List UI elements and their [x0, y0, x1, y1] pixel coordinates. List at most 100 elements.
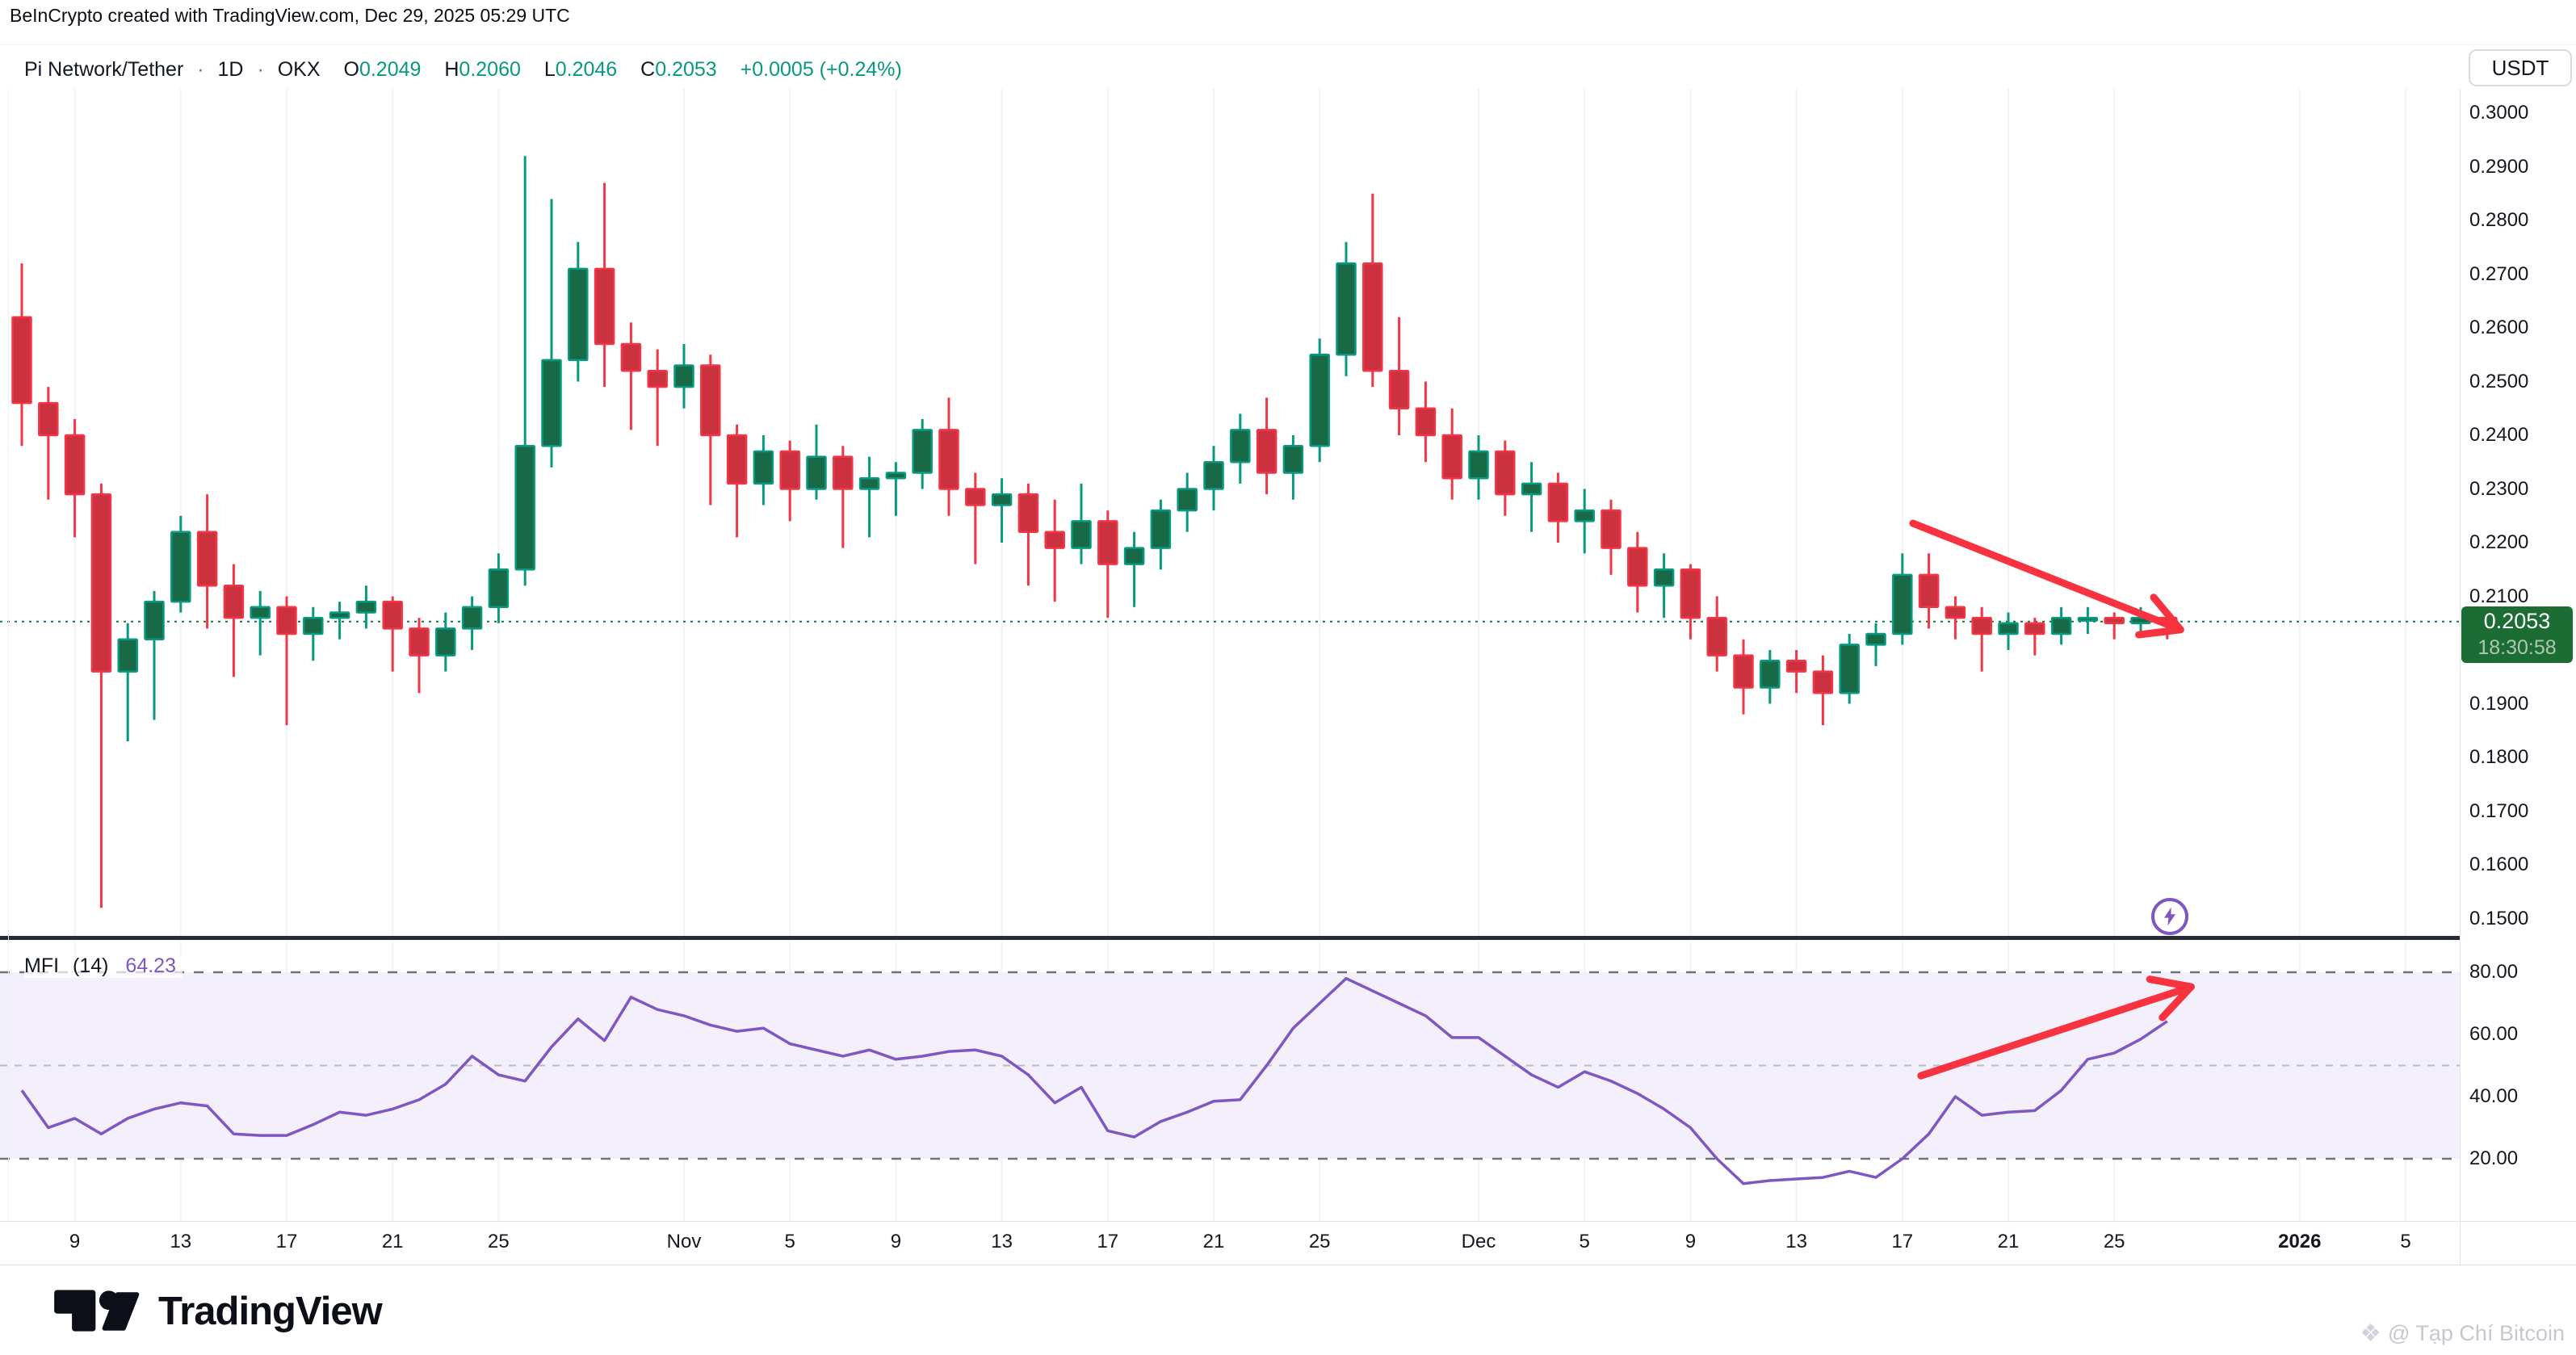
candle-body: [647, 369, 668, 388]
candle-body: [541, 359, 562, 447]
time-axis-label: 13: [170, 1231, 192, 1252]
close-value: 0.2053: [655, 58, 717, 81]
candle-body: [1547, 482, 1569, 522]
candle-body: [568, 267, 589, 362]
candle-body: [382, 600, 403, 630]
low-value: 0.2046: [555, 58, 618, 81]
price-axis-label: 0.1900: [2469, 692, 2529, 715]
mfi-line: [20, 976, 2168, 1185]
candle-body: [11, 316, 32, 405]
mfi-name[interactable]: MFI: [24, 954, 60, 977]
candle-body: [223, 584, 245, 619]
candle-body: [409, 627, 430, 657]
interval-label[interactable]: 1D: [217, 58, 244, 81]
time-axis-label: 9: [890, 1231, 902, 1252]
price-axis-label: 0.2500: [2469, 370, 2529, 392]
candle-body: [2050, 616, 2072, 636]
candle-body: [1097, 520, 1118, 565]
candle-body: [488, 568, 510, 609]
time-axis-label: 21: [381, 1231, 404, 1252]
pane-divider[interactable]: [0, 936, 2461, 940]
price-axis-label: 0.2700: [2469, 262, 2529, 285]
candle-body: [1017, 493, 1039, 533]
candle-body: [1123, 547, 1145, 565]
candle-body: [833, 455, 854, 490]
candle-body: [885, 472, 907, 480]
candle-body: [1653, 568, 1675, 587]
candle-body: [90, 493, 112, 673]
candle-body: [514, 445, 535, 571]
candle-body: [303, 616, 324, 636]
candle-body: [1839, 644, 1860, 694]
candle-body: [1495, 450, 1516, 496]
candle-body: [1998, 622, 2019, 636]
candle-body: [779, 450, 800, 490]
candle-body: [1760, 660, 1781, 689]
price-axis-label: 0.3000: [2469, 102, 2529, 124]
candle-body: [1256, 429, 1278, 474]
trend-arrow-head: [2146, 975, 2195, 991]
candle-body: [355, 600, 377, 614]
lightning-icon: [2163, 907, 2176, 926]
candle-body: [938, 429, 959, 490]
mfi-indicator-pane[interactable]: [0, 942, 2461, 1221]
mfi-legend: MFI (14) 64.23: [24, 954, 183, 978]
time-axis-label: 25: [2103, 1231, 2125, 1252]
time-axis-label: 21: [1997, 1231, 2020, 1252]
mfi-axis-label: 40.00: [2469, 1085, 2519, 1107]
ornament-diamond-icon: ❖: [2360, 1320, 2381, 1347]
currency-unit-button[interactable]: USDT: [2469, 49, 2572, 86]
candle-body: [991, 493, 1013, 506]
candle-body: [1362, 262, 1383, 372]
time-axis-label: 5: [2400, 1231, 2411, 1252]
close-label: C: [640, 58, 656, 81]
candle-body: [1918, 573, 1940, 609]
time-axis-label: 13: [1785, 1231, 1807, 1252]
candle-body: [806, 455, 827, 490]
candle-body: [2077, 616, 2099, 622]
candle-body: [276, 606, 297, 636]
candle-body: [1521, 482, 1542, 496]
candle-body: [461, 606, 483, 630]
time-axis-top-border: [0, 1221, 2576, 1222]
tradingview-logo[interactable]: TradingView: [53, 1286, 383, 1337]
candle-body: [2104, 616, 2125, 624]
candle-body: [858, 476, 880, 490]
exchange-label[interactable]: OKX: [277, 58, 321, 81]
candle-body: [1203, 461, 1224, 490]
candle-body: [594, 267, 615, 346]
candle-body: [1945, 606, 1966, 619]
candle-body: [170, 531, 191, 603]
mfi-axis-label: 60.00: [2469, 1023, 2519, 1045]
high-value: 0.2060: [459, 58, 521, 81]
symbol-legend: Pi Network/Tether · 1D · OKX O0.2049 H0.…: [24, 58, 902, 82]
candle-body: [329, 611, 350, 619]
mfi-params[interactable]: (14): [73, 954, 109, 977]
candle-countdown: 18:30:58: [2477, 636, 2557, 659]
time-axis-label: Nov: [666, 1231, 702, 1252]
candle-body: [144, 600, 165, 640]
price-axis-label: 0.1500: [2469, 907, 2529, 929]
candle-body: [753, 450, 774, 485]
price-axis-label: 0.1800: [2469, 746, 2529, 768]
candle-body: [1892, 573, 1913, 636]
last-price-value: 0.2053: [2483, 609, 2551, 633]
price-axis-label: 0.1700: [2469, 799, 2529, 822]
attribution-text: BeInCrypto created with TradingView.com,…: [10, 5, 570, 26]
candle-body: [1680, 568, 1701, 619]
trend-arrow-head: [2150, 594, 2184, 634]
candle-body: [726, 434, 748, 485]
instant-trading-button[interactable]: [2151, 898, 2188, 935]
candle-body: [965, 488, 986, 506]
symbol-title[interactable]: Pi Network/Tether: [24, 58, 184, 81]
candle-body: [38, 401, 59, 437]
tradingview-wordmark: TradingView: [158, 1290, 383, 1333]
trend-arrow-head: [2135, 626, 2184, 639]
time-axis-label: 13: [991, 1231, 1013, 1252]
time-axis-label: 2026: [2278, 1231, 2322, 1252]
candle-body: [1812, 670, 1834, 694]
candle-body: [912, 429, 933, 474]
candle-body: [1044, 531, 1065, 549]
price-chart-pane[interactable]: [0, 89, 2461, 938]
